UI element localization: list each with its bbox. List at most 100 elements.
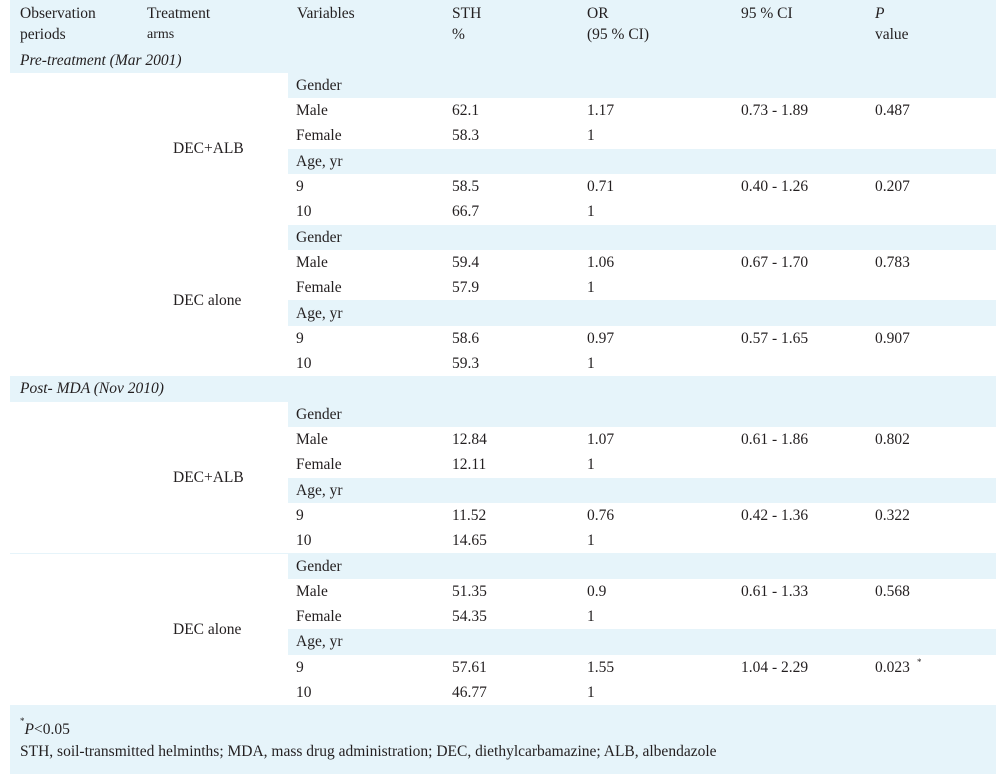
cell-sth: 46.77 (452, 684, 487, 701)
table-row: 10 14.65 1 (0, 528, 1008, 553)
cell-var: Female (296, 279, 342, 297)
row-background (288, 275, 996, 301)
cell-or: 1 (587, 355, 595, 373)
cell-var: Gender (296, 76, 342, 94)
header-text: (95 % CI) (587, 26, 649, 43)
row-background (288, 427, 996, 453)
cell-p: 0.802 (875, 431, 910, 448)
cell-ci: 0.42 - 1.36 (741, 506, 809, 524)
cell-or: 1 (587, 532, 595, 550)
cell-p: 0.023 (875, 658, 910, 676)
row-background (288, 502, 996, 529)
row-background (288, 528, 996, 554)
section-title: Pre-treatment (Mar 2001) (20, 51, 182, 69)
cell-or: 1 (587, 127, 595, 145)
cell-var: 9 (296, 658, 304, 676)
header-treatment-arms: Treatment arms (147, 3, 210, 45)
significance-marker: * (917, 656, 922, 667)
cell-ci: 0.61 - 1.33 (741, 582, 809, 600)
cell-ci: 0.57 - 1.65 (741, 329, 809, 347)
cell-or: 0.97 (587, 329, 615, 347)
cell-var: Age, yr (296, 152, 343, 170)
cell-p: 0.568 (875, 582, 910, 600)
table-row: Gender (0, 554, 1008, 579)
treatment-arm-label: DEC alone (173, 292, 242, 309)
arm-background (10, 72, 288, 225)
cell-p: 0.322 (875, 506, 910, 524)
table-row: Age, yr (0, 301, 1008, 326)
table-row: 10 46.77 1 (0, 680, 1008, 705)
cell-or: 1 (587, 456, 595, 474)
cell-var: 10 (296, 684, 312, 701)
table-row: Age, yr (0, 629, 1008, 654)
cell-sth: 58.3 (452, 127, 480, 145)
treatment-arm-label: DEC+ALB (173, 469, 244, 487)
cell-p: 0.207 (875, 178, 910, 195)
table-row: 9 58.6 0.97 0.57 - 1.65 0.907 (0, 326, 1008, 351)
header-observation-periods: Observation periods (20, 3, 96, 45)
row-background (288, 452, 996, 478)
cell-var: 9 (296, 329, 304, 347)
cell-or: 0.76 (587, 506, 615, 524)
cell-var: 9 (296, 506, 304, 524)
row-background (288, 174, 996, 200)
footnote-p: P (24, 721, 34, 738)
table-row: Female 54.35 1 (0, 604, 1008, 629)
header-text: % (452, 26, 465, 43)
cell-or: 0.9 (587, 582, 607, 600)
row-background (288, 578, 996, 605)
treatment-arm-label: DEC+ALB (173, 140, 244, 158)
header-text: OR (587, 5, 609, 22)
cell-var: Age, yr (296, 633, 343, 651)
table-row: Gender (0, 73, 1008, 98)
cell-or: 1.07 (587, 431, 615, 448)
cell-sth: 58.5 (452, 178, 480, 195)
cell-p: 0.783 (875, 253, 910, 271)
cell-var: 9 (296, 178, 304, 195)
cell-var: Male (296, 582, 328, 600)
cell-or: 1.17 (587, 102, 615, 120)
cell-or: 1.06 (587, 253, 615, 271)
cell-p: 0.907 (875, 329, 910, 347)
cell-p: 0.487 (875, 102, 910, 120)
cell-var: Gender (296, 405, 342, 423)
table-row: Female 58.3 1 (0, 123, 1008, 148)
header-p-value: P value (875, 3, 909, 45)
cell-var: Gender (296, 557, 342, 575)
cell-sth: 59.4 (452, 253, 480, 271)
cell-or: 0.71 (587, 178, 615, 195)
treatment-arm-label: DEC alone (173, 620, 242, 638)
header-text: STH (452, 5, 482, 22)
header-or: OR (95 % CI) (587, 3, 649, 45)
table-row: Male 59.4 1.06 0.67 - 1.70 0.783 (0, 250, 1008, 275)
table-row: Male 62.1 1.17 0.73 - 1.89 0.487 (0, 98, 1008, 123)
cell-var: 10 (296, 355, 312, 373)
table-row: 10 59.3 1 (0, 351, 1008, 376)
table-row: Male 51.35 0.9 0.61 - 1.33 0.568 (0, 579, 1008, 604)
footnote-threshold: <0.05 (33, 721, 70, 738)
cell-sth: 66.7 (452, 203, 480, 221)
cell-sth: 59.3 (452, 355, 480, 373)
cell-or: 1 (587, 279, 595, 297)
cell-or: 1 (587, 203, 595, 221)
cell-or: 1 (587, 684, 595, 701)
arm-background (10, 401, 288, 554)
cell-or: 1 (587, 608, 595, 626)
cell-sth: 57.61 (452, 658, 487, 676)
header-text: Treatment (147, 5, 211, 22)
cell-sth: 54.35 (452, 608, 487, 626)
header-sth: STH % (452, 3, 481, 45)
cell-var: 10 (296, 203, 312, 221)
cell-sth: 57.9 (452, 279, 480, 297)
cell-var: Male (296, 431, 328, 448)
cell-ci: 0.73 - 1.89 (741, 102, 809, 120)
section-title: Post- MDA (Nov 2010) (20, 380, 164, 398)
cell-var: Gender (296, 228, 342, 246)
header-text: P (875, 5, 885, 22)
table-row: 9 57.61 1.55 1.04 - 2.29 0.023 * (0, 655, 1008, 680)
cell-var: Female (296, 127, 342, 145)
cell-ci: 1.04 - 2.29 (741, 658, 809, 676)
arm-background (10, 224, 288, 377)
cell-var: Age, yr (296, 304, 343, 322)
